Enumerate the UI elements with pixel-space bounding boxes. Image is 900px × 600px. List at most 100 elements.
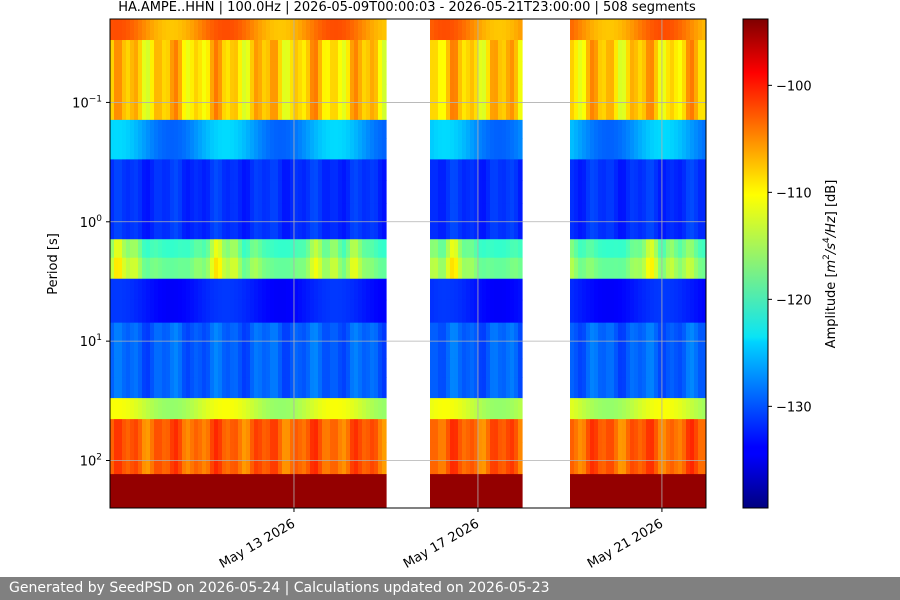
heatmap-cell xyxy=(266,278,271,301)
heatmap-cell xyxy=(514,460,519,475)
heatmap-cell xyxy=(170,419,175,443)
heatmap-cell xyxy=(322,377,327,399)
heatmap-cell xyxy=(294,138,299,160)
heatmap-cell xyxy=(262,322,267,342)
heatmap-cell xyxy=(282,341,287,360)
heatmap-cell xyxy=(434,180,439,204)
heatmap-cell xyxy=(262,138,267,160)
heatmap-cell xyxy=(218,239,223,259)
heatmap-cell xyxy=(670,322,675,342)
heatmap-cell xyxy=(226,180,231,204)
heatmap-cell xyxy=(206,221,211,240)
heatmap-cell xyxy=(378,377,383,399)
heatmap-cell xyxy=(618,138,623,160)
heatmap-cell xyxy=(110,377,115,399)
heatmap-cell xyxy=(186,278,191,301)
heatmap-cell xyxy=(354,358,359,378)
heatmap-cell xyxy=(370,83,375,104)
heatmap-cell xyxy=(662,40,667,62)
heatmap-cell xyxy=(482,119,487,139)
heatmap-cell xyxy=(294,257,299,280)
heatmap-cell xyxy=(314,299,319,324)
heatmap-cell xyxy=(242,419,247,443)
heatmap-cell xyxy=(470,203,475,223)
heatmap-cell xyxy=(598,138,603,160)
heatmap-cell xyxy=(354,203,359,223)
heatmap-cell xyxy=(318,180,323,204)
heatmap-cell xyxy=(482,203,487,223)
heatmap-cell xyxy=(590,159,595,181)
heatmap-cell xyxy=(482,61,487,85)
heatmap-cell xyxy=(214,159,219,181)
heatmap-cell xyxy=(478,341,483,360)
heatmap-cell xyxy=(162,180,167,204)
heatmap-cell xyxy=(602,83,607,104)
heatmap-cell xyxy=(494,138,499,160)
heatmap-cell xyxy=(586,61,591,85)
heatmap-cell xyxy=(454,61,459,85)
heatmap-cell xyxy=(330,278,335,301)
heatmap-cell xyxy=(270,119,275,139)
heatmap-cell xyxy=(698,61,703,85)
heatmap-cell xyxy=(518,341,523,360)
heatmap-cell xyxy=(178,398,183,420)
heatmap-cell xyxy=(466,278,471,301)
heatmap-cell xyxy=(230,203,235,223)
heatmap-cell xyxy=(446,83,451,104)
heatmap-cell xyxy=(278,322,283,342)
heatmap-cell xyxy=(154,40,159,62)
heatmap-cell xyxy=(446,419,451,443)
heatmap-cell xyxy=(686,61,691,85)
heatmap-cell xyxy=(302,102,307,121)
heatmap-cell xyxy=(382,442,387,462)
heatmap-cell xyxy=(198,102,203,121)
heatmap-cell xyxy=(518,278,523,301)
heatmap-cell xyxy=(634,61,639,85)
heatmap-cell xyxy=(226,257,231,280)
heatmap-cell xyxy=(470,40,475,62)
heatmap-cell xyxy=(234,19,239,41)
heatmap-cell xyxy=(518,19,523,41)
heatmap-cell xyxy=(258,257,263,280)
heatmap-cell xyxy=(282,257,287,280)
heatmap-cell xyxy=(490,358,495,378)
heatmap-cell xyxy=(498,138,503,160)
heatmap-cell xyxy=(374,40,379,62)
heatmap-cell xyxy=(650,119,655,139)
heatmap-cell xyxy=(186,257,191,280)
heatmap-cell xyxy=(170,322,175,342)
heatmap-cell xyxy=(126,299,131,324)
spectrogram-figure: HA.AMPE..HHN | 100.0Hz | 2026-05-09T00:0… xyxy=(46,0,839,572)
heatmap-cell xyxy=(694,119,699,139)
heatmap-cell xyxy=(122,180,127,204)
heatmap-cell xyxy=(218,398,223,420)
heatmap-cell xyxy=(182,119,187,139)
heatmap-cell xyxy=(442,257,447,280)
heatmap-cell xyxy=(666,278,671,301)
heatmap-cell xyxy=(142,322,147,342)
heatmap-cell xyxy=(518,239,523,259)
heatmap-cell xyxy=(642,358,647,378)
heatmap-cell xyxy=(294,180,299,204)
heatmap-cell xyxy=(266,61,271,85)
heatmap-cell xyxy=(214,398,219,420)
heatmap-cell xyxy=(614,138,619,160)
heatmap-cell xyxy=(302,442,307,462)
heatmap-cell xyxy=(138,442,143,462)
heatmap-cell xyxy=(642,19,647,41)
heatmap-cell xyxy=(574,138,579,160)
heatmap-cell xyxy=(114,180,119,204)
heatmap-cell xyxy=(118,377,123,399)
heatmap-cell xyxy=(682,159,687,181)
heatmap-cell xyxy=(570,299,575,324)
heatmap-cell xyxy=(274,341,279,360)
heatmap-cell xyxy=(490,83,495,104)
heatmap-cell xyxy=(442,138,447,160)
heatmap-cell xyxy=(238,159,243,181)
heatmap-cell xyxy=(698,358,703,378)
heatmap-cell xyxy=(366,358,371,378)
heatmap-cell xyxy=(346,398,351,420)
heatmap-cell xyxy=(498,299,503,324)
heatmap-cell xyxy=(146,40,151,62)
heatmap-cell xyxy=(470,299,475,324)
